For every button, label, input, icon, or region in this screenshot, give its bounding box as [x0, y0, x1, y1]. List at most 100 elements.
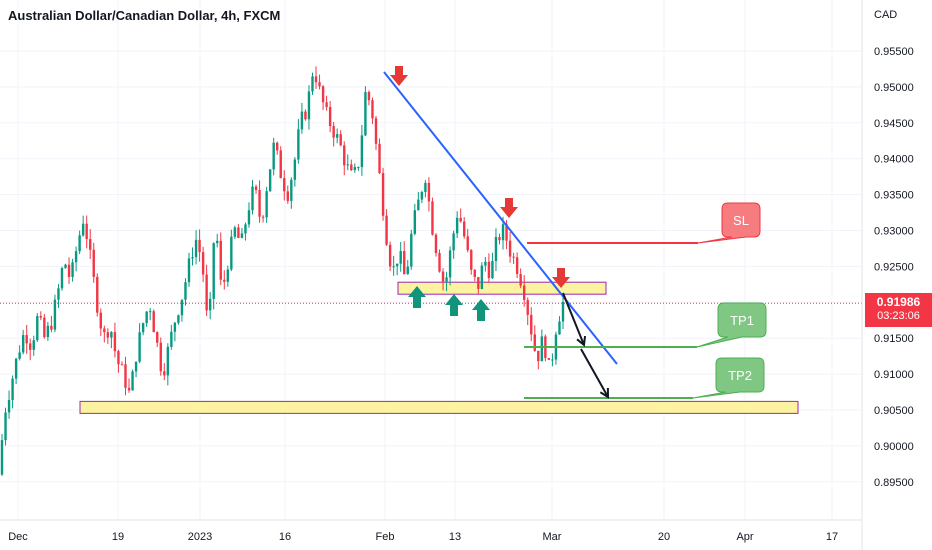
candle-body — [198, 239, 201, 253]
candle-body — [392, 266, 395, 268]
candles — [0, 66, 565, 476]
candle-body — [343, 145, 346, 166]
candle-body — [498, 236, 501, 241]
up-arrow — [445, 294, 463, 316]
candle-body — [124, 364, 127, 388]
candle-body — [53, 299, 57, 330]
y-tick-label: 0.91500 — [874, 333, 914, 345]
candle-body — [487, 261, 491, 279]
candle-body — [526, 299, 529, 315]
projection-arrow-head — [599, 387, 610, 399]
up-arrow — [408, 286, 426, 308]
candle-body — [7, 399, 11, 413]
candle-body — [170, 331, 173, 347]
candle-body — [335, 134, 339, 138]
candle-body — [4, 412, 7, 441]
y-tick-label: 0.90500 — [874, 405, 914, 417]
projection-arrow — [562, 292, 585, 346]
y-tick-label: 0.92500 — [874, 261, 914, 273]
candle-body — [403, 251, 406, 275]
candle-body — [226, 269, 230, 282]
chart-grid — [0, 0, 862, 520]
y-tick-label: 0.91000 — [874, 369, 914, 381]
x-tick-label: 16 — [279, 531, 291, 543]
candle-body — [166, 346, 170, 376]
candle-body — [332, 126, 335, 138]
candle-body — [540, 336, 544, 362]
candle-body — [283, 178, 286, 192]
x-tick-label: Mar — [543, 531, 562, 543]
candle-body — [191, 257, 194, 259]
candle-body — [300, 111, 304, 130]
candle-body — [328, 107, 332, 127]
x-tick-label: Feb — [376, 531, 395, 543]
x-tick-label: 20 — [658, 531, 670, 543]
x-tick-label: Dec — [8, 531, 28, 543]
candle-body — [57, 288, 60, 300]
candle-body — [25, 335, 28, 344]
candle-body — [519, 274, 522, 286]
candle-body — [445, 277, 448, 282]
x-tick-label: 2023 — [188, 531, 212, 543]
candle-body — [46, 325, 50, 338]
candle-body — [547, 358, 551, 360]
candle-body — [60, 268, 64, 289]
candle-body — [251, 186, 254, 211]
x-tick-label: Apr — [736, 531, 753, 543]
candle-body — [187, 258, 191, 283]
candle-body — [247, 210, 251, 225]
down-arrow — [390, 66, 408, 86]
candle-body — [477, 277, 480, 289]
candle-body — [381, 173, 385, 216]
candle-body — [11, 378, 14, 400]
candle-body — [92, 249, 95, 277]
candle-body — [265, 191, 268, 218]
candle-body — [314, 76, 318, 83]
current-price-value: 0.91986 — [876, 295, 921, 309]
candle-body — [276, 142, 279, 151]
candle-body — [261, 216, 265, 218]
candle-body — [374, 118, 378, 144]
candle-body — [89, 239, 92, 250]
candle-body — [512, 256, 515, 258]
candle-body — [223, 279, 226, 282]
candle-body — [346, 164, 349, 166]
y-tick-label: 0.89500 — [874, 477, 914, 489]
candle-body — [71, 262, 74, 277]
candle-body — [470, 250, 473, 270]
candle-body — [258, 190, 261, 217]
candle-body — [141, 323, 145, 333]
down-arrow — [552, 268, 570, 288]
tp1-callout-shape — [696, 302, 767, 348]
candle-body — [508, 240, 512, 257]
candle-body — [466, 236, 469, 251]
overlays: SL TP1 TP2 — [0, 66, 862, 399]
candle-body — [216, 240, 219, 244]
candle-body — [32, 340, 35, 350]
candle-body — [21, 335, 25, 353]
candle-body — [286, 191, 289, 201]
current-price-badge: 0.91986 03:23:06 — [865, 293, 932, 327]
candle-body — [78, 235, 81, 252]
candle-body — [501, 224, 505, 241]
candle-body — [36, 316, 39, 341]
candle-body — [18, 352, 21, 359]
x-tick-label: 17 — [826, 531, 838, 543]
y-tick-label: 0.95000 — [874, 82, 914, 94]
candle-body — [293, 159, 297, 180]
candle-body — [480, 265, 484, 289]
candle-body — [240, 233, 244, 238]
down-arrow — [500, 198, 518, 218]
candle-body — [385, 215, 388, 245]
candle-body — [484, 261, 487, 266]
candle-body — [152, 311, 155, 333]
tp2-callout: TP2 — [692, 357, 765, 399]
candle-body — [491, 260, 494, 279]
candle-body — [212, 243, 215, 299]
tp2-callout-shape — [692, 357, 765, 399]
y-tick-label: 0.95500 — [874, 46, 914, 58]
candle-body — [145, 311, 148, 324]
candle-body — [406, 266, 409, 275]
